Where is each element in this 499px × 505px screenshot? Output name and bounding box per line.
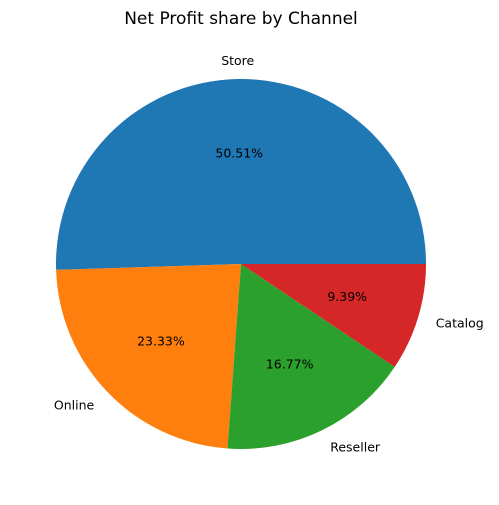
slice-percent-catalog: 9.39% xyxy=(327,289,367,304)
pie-slice-online xyxy=(56,264,242,449)
pie-slice-store xyxy=(55,78,426,270)
pie-slices xyxy=(55,78,426,450)
slice-percent-reseller: 16.77% xyxy=(266,356,314,371)
chart-title: Net Profit share by Channel xyxy=(124,9,358,29)
slice-label-reseller: Reseller xyxy=(330,439,381,454)
slice-percent-store: 50.51% xyxy=(215,146,263,161)
slice-label-online: Online xyxy=(54,397,95,412)
pie-labels: Store 50.51% Online 23.33% Reseller 16.77% Cat… xyxy=(54,53,484,454)
pie-slice-catalog xyxy=(241,264,426,367)
slice-label-store: Store xyxy=(221,53,254,68)
slice-label-catalog: Catalog xyxy=(436,316,484,331)
slice-percent-online: 23.33% xyxy=(137,333,185,348)
pie-slice-reseller xyxy=(227,264,395,450)
